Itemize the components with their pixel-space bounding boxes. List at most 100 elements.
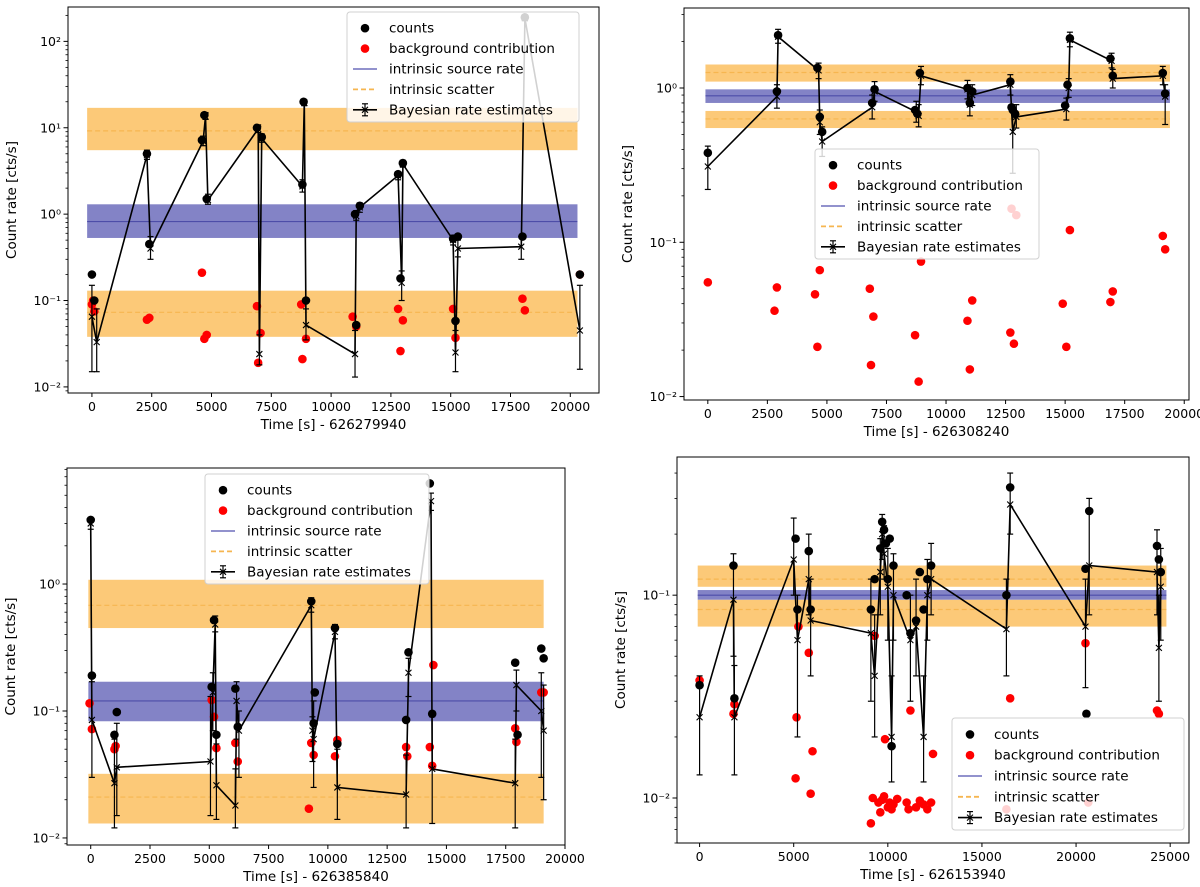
- legend-label: intrinsic scatter: [994, 789, 1100, 805]
- bayesian-marker: [1006, 81, 1014, 89]
- background-point: [815, 265, 825, 275]
- plot-area: [695, 472, 1167, 828]
- legend-frame: [951, 717, 1185, 831]
- bayesian-marker: [1065, 84, 1073, 92]
- legend-label: Bayesian rate estimates: [247, 564, 411, 580]
- legend-label: intrinsic scatter: [389, 82, 495, 98]
- intrinsic-scatter-lower-band: [87, 290, 578, 337]
- x-tick-label: 20000: [550, 399, 590, 414]
- x-tick-label: 20000: [545, 851, 585, 866]
- bayesian-marker: [1009, 128, 1017, 136]
- y-tick-label: 10⁻¹: [649, 235, 677, 250]
- counts-point: [231, 684, 240, 693]
- background-point: [806, 789, 815, 799]
- bayesian-rate-line: [89, 500, 545, 808]
- bayesian-marker: [512, 681, 520, 689]
- counts-point: [1010, 109, 1020, 119]
- background-point: [880, 734, 890, 744]
- intrinsic-scatter-lower-band: [697, 599, 1167, 627]
- bayesian-marker: [235, 727, 243, 735]
- background-point: [804, 648, 814, 658]
- bayesian-marker: [331, 628, 339, 636]
- bayesian-marker: [87, 520, 95, 527]
- axes-frame: [66, 467, 566, 846]
- background-point: [963, 316, 972, 326]
- counts-point: [1106, 54, 1115, 63]
- counts-point: [90, 296, 99, 305]
- background-point: [794, 622, 803, 631]
- counts-point: [1154, 555, 1164, 564]
- axes-frame: [67, 6, 600, 394]
- bayesian-marker: [309, 727, 316, 735]
- legend: counts background contribution intrinsic s…: [204, 473, 430, 585]
- bayesian-marker: [876, 568, 884, 576]
- counts-point: [207, 682, 216, 692]
- background-point: [401, 742, 411, 752]
- y-tick-label: 10⁻¹: [33, 293, 61, 308]
- x-tick-label: 0: [88, 399, 96, 414]
- x-tick-label: 15000: [962, 849, 1002, 864]
- bayesian-marker: [923, 591, 931, 599]
- bayesian-marker: [1006, 501, 1014, 508]
- bayesian-marker: [773, 93, 781, 100]
- background-point: [398, 316, 408, 325]
- background-point: [928, 749, 938, 759]
- background-point: [1009, 339, 1019, 349]
- y-axis-label: Count rate [cts/s]: [620, 145, 636, 263]
- y-axis-label: Count rate [cts/s]: [3, 598, 19, 716]
- background-point: [1062, 342, 1071, 352]
- legend-frame: [204, 473, 430, 585]
- axes-frame: [683, 7, 1190, 401]
- x-tick-label: 10000: [868, 849, 908, 864]
- bayesian-marker: [207, 758, 214, 765]
- bayesian-marker: [199, 137, 207, 145]
- bayesian-marker: [428, 765, 436, 773]
- bayesian-marker: [871, 88, 878, 95]
- bayesian-marker: [454, 245, 462, 252]
- counts-point: [1063, 80, 1072, 90]
- background-point: [256, 328, 265, 338]
- legend-label: background contribution: [247, 503, 413, 519]
- y-tick-label: 10²: [40, 34, 61, 49]
- bayesian-marker: [1159, 72, 1167, 80]
- counts-point: [351, 320, 361, 330]
- background-point: [1065, 225, 1075, 235]
- counts-point: [401, 715, 411, 725]
- y-tick-label: 10⁻¹: [642, 588, 670, 603]
- x-tick-label: 12500: [371, 399, 411, 414]
- chart-panel-1: 0 2500 5000 7500 10000 12500 15000 17500 20000 10…: [4, 6, 600, 433]
- bayesian-marker: [254, 125, 262, 133]
- bayesian-marker: [774, 33, 782, 41]
- y-tick-label: 10⁻¹: [32, 703, 60, 718]
- legend: counts background contribution intrinsic s…: [346, 11, 580, 123]
- background-point: [865, 284, 875, 294]
- x-tick-label: 10000: [308, 851, 348, 866]
- background-point: [145, 313, 154, 323]
- background-point: [792, 712, 801, 722]
- bayesian-marker: [399, 160, 407, 168]
- x-tick-label: 10000: [311, 399, 351, 414]
- legend-label: intrinsic scatter: [857, 219, 963, 235]
- bayesian-marker: [452, 349, 459, 356]
- counts-point: [404, 647, 413, 657]
- legend-bayesian-marker: [966, 814, 974, 821]
- bayesian-marker: [511, 779, 519, 787]
- bayesian-marker: [731, 713, 738, 721]
- counts-point: [919, 605, 928, 614]
- counts-point: [87, 671, 97, 680]
- counts-point: [575, 270, 585, 279]
- bayesian-marker: [209, 689, 217, 696]
- background-point: [902, 798, 911, 807]
- y-tick-label: 10⁻²: [649, 389, 677, 404]
- background-point: [1006, 328, 1015, 337]
- legend: counts background contribution intrinsic s…: [951, 717, 1185, 831]
- y-axis-label: Count rate [cts/s]: [613, 591, 629, 709]
- legend-label: counts: [389, 21, 434, 37]
- legend-label: counts: [247, 483, 292, 499]
- bayesian-marker: [143, 151, 151, 159]
- background-point: [904, 804, 913, 814]
- background-point: [429, 660, 438, 670]
- x-tick-label: 20000: [1056, 849, 1096, 864]
- legend-label: intrinsic source rate: [994, 769, 1129, 785]
- background-point: [253, 358, 263, 368]
